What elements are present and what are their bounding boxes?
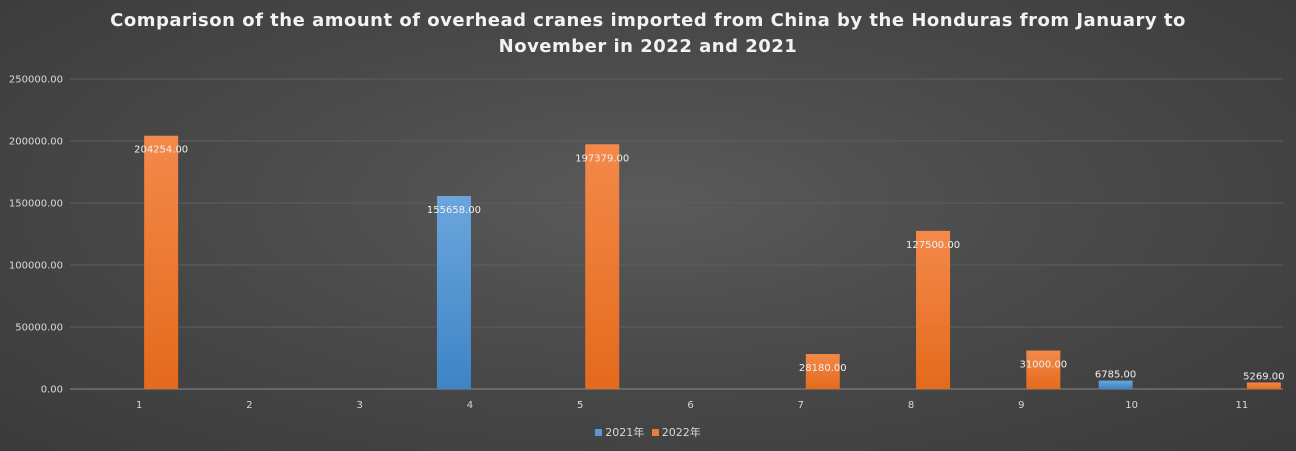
legend: 2021年 2022年 — [0, 424, 1296, 440]
data-label: 155658.00 — [427, 205, 481, 216]
bar-2022-month-5 — [585, 144, 620, 389]
x-tick-label: 4 — [467, 400, 473, 411]
bar-2021-month-4 — [436, 195, 471, 389]
legend-swatch-2021 — [595, 429, 603, 436]
chart-title-line-1: Comparison of the amount of overhead cra… — [110, 10, 1186, 31]
data-label: 28180.00 — [799, 363, 847, 374]
x-tick-label: 6 — [687, 400, 693, 411]
legend-label-2021: 2021年 — [605, 426, 645, 439]
bar-2022-month-7 — [805, 354, 840, 389]
x-tick-label: 5 — [577, 400, 583, 411]
legend-label-2022: 2022年 — [661, 426, 701, 439]
y-tick-label: 0.00 — [41, 385, 63, 396]
x-tick-label: 2 — [246, 400, 252, 411]
bar-2022-month-1 — [144, 135, 179, 389]
x-tick-label: 8 — [908, 400, 914, 411]
y-tick-label: 50000.00 — [15, 323, 63, 334]
data-label: 127500.00 — [906, 240, 960, 251]
data-label: 204254.00 — [134, 145, 188, 156]
chart-title: Comparison of the amount of overhead cra… — [0, 8, 1296, 60]
y-tick-label: 200000.00 — [9, 137, 63, 148]
data-label: 6785.00 — [1095, 370, 1136, 381]
y-tick-label: 250000.00 — [9, 75, 63, 86]
x-tick-label: 10 — [1125, 400, 1138, 411]
x-tick-label: 9 — [1018, 400, 1024, 411]
bar-2022-month-9 — [1026, 350, 1061, 389]
legend-swatch-2022 — [651, 429, 659, 436]
y-tick-label: 150000.00 — [9, 199, 63, 210]
y-tick-label: 100000.00 — [9, 261, 63, 272]
bar-2022-month-11 — [1246, 382, 1281, 389]
data-label: 5269.00 — [1243, 371, 1284, 382]
x-tick-label: 1 — [136, 400, 142, 411]
legend-item-2021: 2021年 — [595, 424, 644, 440]
bar-2021-month-10 — [1098, 380, 1133, 389]
legend-item-2022: 2022年 — [651, 424, 701, 440]
bar-2022-month-8 — [916, 230, 951, 389]
x-tick-label: 7 — [798, 400, 804, 411]
data-label: 31000.00 — [1019, 360, 1067, 371]
data-label: 197379.00 — [575, 153, 629, 164]
x-tick-label: 3 — [356, 400, 362, 411]
chart-title-line-2: November in 2022 and 2021 — [498, 36, 798, 57]
x-tick-label: 11 — [1235, 400, 1248, 411]
